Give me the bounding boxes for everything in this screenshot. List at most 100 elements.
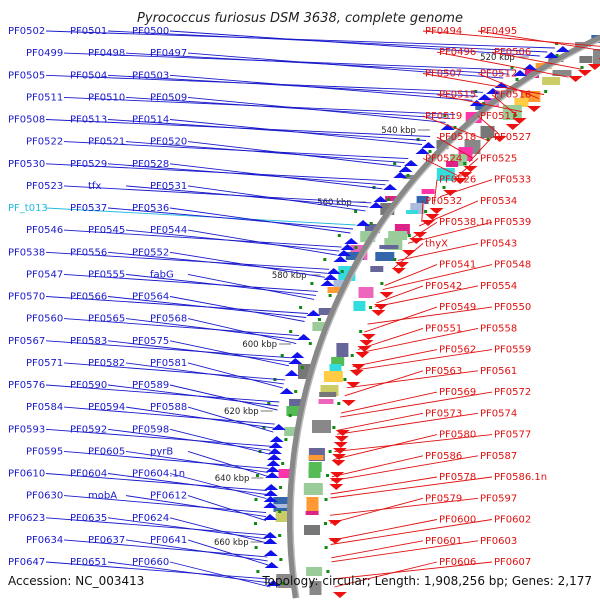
minus-strand-gene-label[interactable]: PF0524 (425, 153, 462, 164)
minus-strand-gene-label[interactable]: PF0601 (425, 536, 462, 547)
plus-strand-gene-label[interactable]: PF0566 (70, 292, 107, 303)
plus-strand-gene-label[interactable]: PF0595 (26, 446, 63, 457)
plus-strand-gene-label[interactable]: PF0528 (132, 159, 169, 170)
plus-strand-gene-label[interactable]: PF0503 (132, 70, 169, 81)
plus-strand-gene-label[interactable]: PF0630 (26, 491, 63, 502)
minus-strand-gene-label[interactable]: PF0539 (494, 217, 531, 228)
plus-strand-gene-label[interactable]: PF0555 (88, 269, 125, 280)
plus-strand-gene-label[interactable]: PF0552 (132, 247, 169, 258)
plus-strand-gene-label[interactable]: PF0588 (150, 402, 187, 413)
minus-strand-gene-label[interactable]: PF0517 (480, 111, 517, 122)
minus-strand-gene-label[interactable]: PF0600 (439, 515, 476, 526)
plus-strand-gene-label[interactable]: PF0508 (8, 115, 45, 126)
plus-strand-gene-label[interactable]: fabG (150, 269, 174, 280)
plus-strand-gene-label[interactable]: PF0545 (88, 225, 125, 236)
minus-strand-gene-label[interactable]: PF0516 (494, 90, 531, 101)
minus-strand-gene-label[interactable]: PF0515 (439, 90, 476, 101)
minus-strand-gene-label[interactable]: PF0561 (480, 366, 517, 377)
minus-strand-gene-label[interactable]: PF0554 (480, 281, 517, 292)
plus-strand-gene-label[interactable]: PF0521 (88, 137, 125, 148)
plus-strand-gene-label[interactable]: PF0531 (150, 181, 187, 192)
plus-strand-gene-label[interactable]: PF0537 (70, 203, 107, 214)
minus-strand-gene-label[interactable]: PF0606 (439, 557, 476, 568)
minus-strand-gene-label[interactable]: PF0602 (494, 515, 531, 526)
minus-strand-gene-label[interactable]: PF0574 (480, 408, 517, 419)
minus-strand-gene-label[interactable]: PF0586.1n (494, 472, 547, 483)
plus-strand-gene-label[interactable]: PF0568 (150, 314, 187, 325)
plus-strand-gene-label[interactable]: PF0634 (26, 535, 63, 546)
minus-strand-gene-label[interactable]: PF0533 (494, 175, 531, 186)
plus-strand-gene-label[interactable]: PF0567 (8, 336, 45, 347)
plus-strand-gene-label[interactable]: PF0594 (88, 402, 125, 413)
minus-strand-gene-label[interactable]: PF0534 (480, 196, 517, 207)
minus-strand-gene-label[interactable]: PF0526 (439, 175, 476, 186)
plus-strand-gene-label[interactable]: PF0500 (132, 26, 169, 37)
minus-strand-gene-label[interactable]: PF0512 (480, 69, 517, 80)
plus-strand-gene-label[interactable]: PF0565 (88, 314, 125, 325)
plus-strand-gene-label[interactable]: PF0647 (8, 557, 45, 568)
plus-strand-gene-label[interactable]: PF0564 (132, 292, 169, 303)
plus-strand-gene-label[interactable]: PF0651 (70, 557, 107, 568)
plus-strand-gene-label[interactable]: PF0547 (26, 269, 63, 280)
minus-strand-gene-label[interactable]: PF0542 (425, 281, 462, 292)
plus-strand-gene-label[interactable]: PF0590 (70, 380, 107, 391)
minus-strand-gene-label[interactable]: PF0569 (439, 387, 476, 398)
plus-strand-gene-label[interactable]: PF0520 (150, 137, 187, 148)
plus-strand-gene-label[interactable]: PF0530 (8, 159, 45, 170)
minus-strand-gene-label[interactable]: PF0586 (425, 451, 462, 462)
plus-strand-gene-label[interactable]: PF0598 (132, 424, 169, 435)
plus-strand-gene-label[interactable]: PF0538 (8, 247, 45, 258)
plus-strand-gene-label[interactable]: PF0544 (150, 225, 187, 236)
gene-label-layer[interactable]: PF0502 PF0501 PF0500 PF0499 PF0498 PF0497 PF05… (8, 26, 600, 588)
minus-strand-gene-label[interactable]: PF0494 (425, 26, 462, 37)
plus-strand-gene-label[interactable]: PF0610 (8, 469, 45, 480)
minus-strand-gene-label[interactable]: PF0559 (494, 345, 531, 356)
plus-strand-gene-label[interactable]: PF0576 (8, 380, 45, 391)
plus-strand-gene-label[interactable]: PF0509 (150, 92, 187, 103)
minus-strand-gene-label[interactable]: PF0506 (494, 47, 531, 58)
plus-strand-gene-label[interactable]: PF0583 (70, 336, 107, 347)
minus-strand-gene-label[interactable]: PF0527 (494, 132, 531, 143)
plus-strand-gene-label[interactable]: PF0505 (8, 70, 45, 81)
plus-strand-gene-label[interactable]: PF0510 (88, 92, 125, 103)
plus-strand-gene-label[interactable]: PF0523 (26, 181, 63, 192)
plus-strand-gene-label[interactable]: PF0514 (132, 115, 169, 126)
plus-strand-gene-label[interactable]: PF_t013 (8, 203, 48, 214)
minus-strand-gene-label[interactable]: PF0550 (494, 302, 531, 313)
plus-strand-gene-label[interactable]: PF0581 (150, 358, 187, 369)
plus-strand-gene-label[interactable]: mobA (88, 491, 117, 502)
minus-strand-gene-label[interactable]: PF0518 (439, 132, 476, 143)
plus-strand-gene-label[interactable]: PF0571 (26, 358, 63, 369)
minus-strand-gene-label[interactable]: PF0538.1n (439, 217, 492, 228)
plus-strand-gene-label[interactable]: PF0570 (8, 292, 45, 303)
plus-strand-gene-label[interactable]: PF0604 (70, 469, 107, 480)
plus-strand-gene-label[interactable]: PF0604.1n (132, 469, 185, 480)
plus-strand-gene-label[interactable]: PF0584 (26, 402, 63, 413)
minus-strand-gene-label[interactable]: PF0558 (480, 323, 517, 334)
plus-strand-gene-label[interactable]: PF0635 (70, 513, 107, 524)
minus-strand-gene-label[interactable]: thyX (425, 238, 448, 249)
minus-strand-gene-label[interactable]: PF0549 (439, 302, 476, 313)
minus-strand-gene-label[interactable]: PF0579 (425, 493, 462, 504)
plus-strand-gene-label[interactable]: PF0593 (8, 424, 45, 435)
minus-strand-gene-label[interactable]: PF0519 (425, 111, 462, 122)
plus-strand-gene-label[interactable]: PF0556 (70, 247, 107, 258)
plus-strand-gene-label[interactable]: pyrB (150, 446, 173, 457)
plus-strand-gene-label[interactable]: PF0637 (88, 535, 125, 546)
plus-strand-gene-label[interactable]: PF0498 (88, 48, 125, 59)
minus-strand-gene-label[interactable]: PF0495 (480, 26, 517, 37)
plus-strand-gene-label[interactable]: PF0504 (70, 70, 107, 81)
plus-strand-gene-label[interactable]: PF0497 (150, 48, 187, 59)
plus-strand-gene-label[interactable]: PF0575 (132, 336, 169, 347)
minus-strand-gene-label[interactable]: PF0543 (480, 238, 517, 249)
plus-strand-gene-label[interactable]: PF0612 (150, 491, 187, 502)
plus-strand-gene-label[interactable]: PF0582 (88, 358, 125, 369)
minus-strand-gene-label[interactable]: PF0607 (494, 557, 531, 568)
plus-strand-gene-label[interactable]: PF0592 (70, 424, 107, 435)
minus-strand-gene-label[interactable]: PF0578 (439, 472, 476, 483)
plus-strand-gene-label[interactable]: PF0499 (26, 48, 63, 59)
minus-strand-gene-label[interactable]: PF0532 (425, 196, 462, 207)
minus-strand-gene-label[interactable]: PF0580 (439, 430, 476, 441)
minus-strand-gene-label[interactable]: PF0573 (425, 408, 462, 419)
minus-strand-gene-label[interactable]: PF0496 (439, 47, 476, 58)
